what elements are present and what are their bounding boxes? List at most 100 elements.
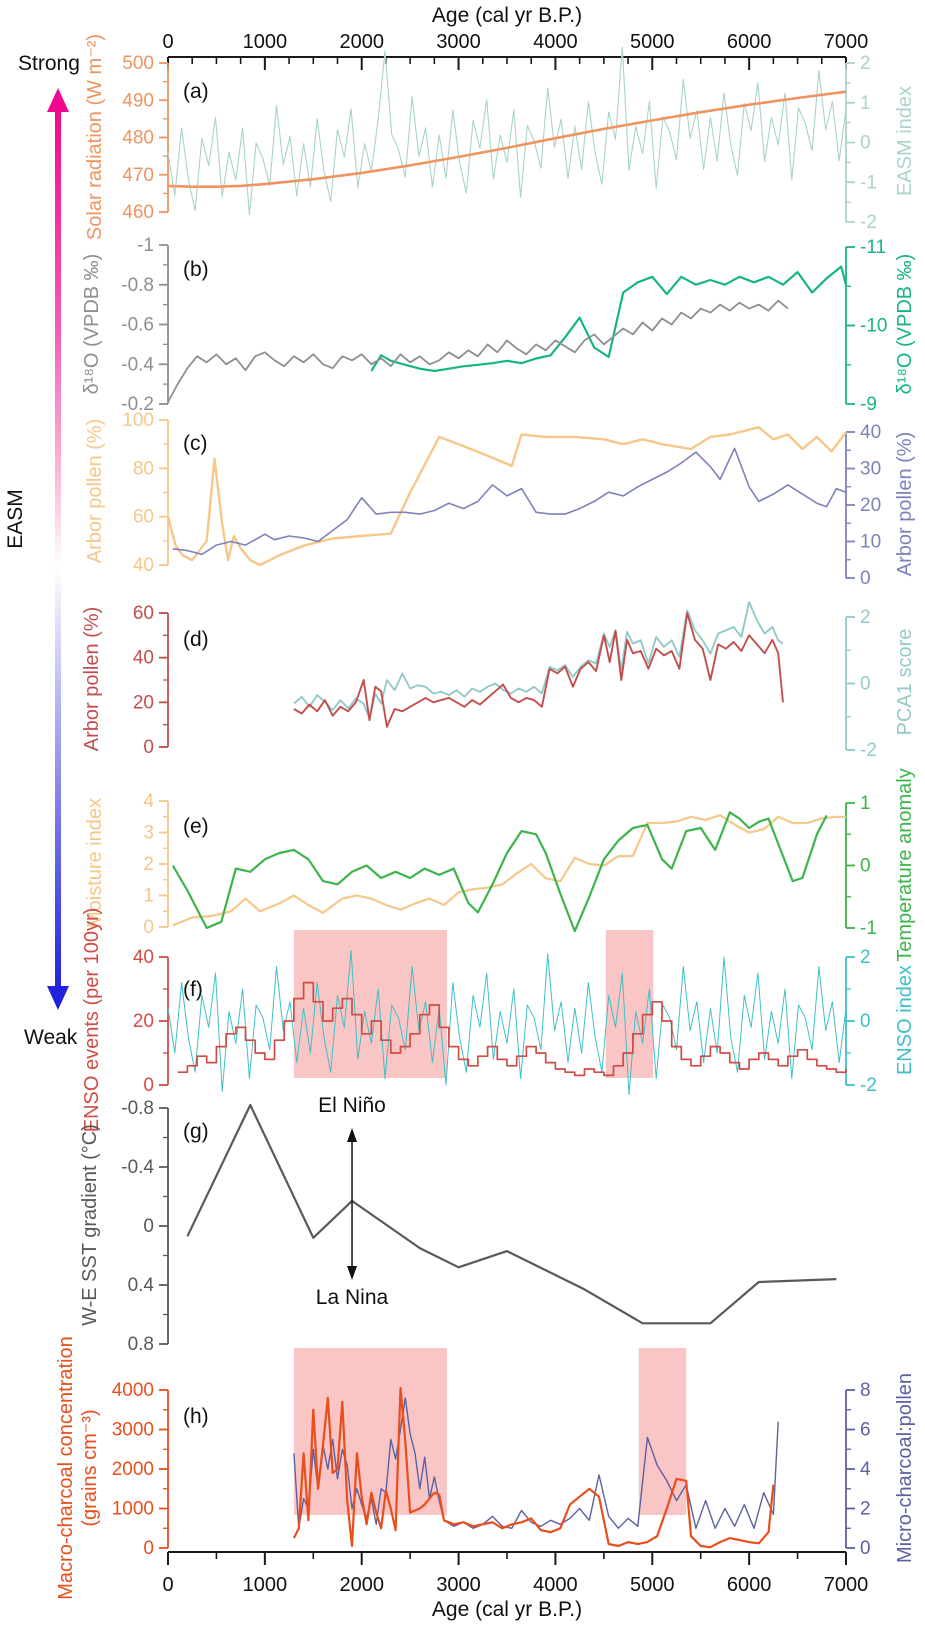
panel-c-left-tick-label: 100 xyxy=(122,410,154,431)
panel-e-left-tick-label: 2 xyxy=(143,854,154,875)
panel-b-left-tick-label: -1 xyxy=(137,235,154,256)
series-c-arbor-pollen-left xyxy=(166,426,847,567)
panel-f-right-tick-label: 0 xyxy=(860,1011,871,1032)
panel-a-left-tick-label: 470 xyxy=(122,165,154,186)
panel-f-right-tick-label: -2 xyxy=(860,1075,877,1096)
panel-d-left-tick-label: 20 xyxy=(133,692,154,713)
panel-d-letter: (d) xyxy=(183,628,209,651)
panel-g-left-tick-label: 0.4 xyxy=(128,1275,155,1296)
panel-h-left-tick-label: 1000 xyxy=(112,1499,154,1520)
panel-c-right-tick-label: 0 xyxy=(860,568,871,589)
panel-b-left-tick-label: -0.6 xyxy=(121,315,154,336)
x-tick-label: 4000 xyxy=(533,1574,578,1596)
panel-h-left-tick-label: 2000 xyxy=(112,1459,154,1480)
panel-a-right-tick-label: 1 xyxy=(860,93,871,114)
top-axis-title: Age (cal yr B.P.) xyxy=(431,4,583,27)
x-tick-label: 7000 xyxy=(824,1574,869,1596)
series-b-d18o-carbonate xyxy=(167,299,789,403)
highlight-band-f xyxy=(293,930,447,1078)
panel-h-right-tick-label: 8 xyxy=(860,1380,871,1401)
series-e-moisture-index xyxy=(172,814,846,927)
panel-e-letter: (e) xyxy=(183,815,209,838)
panel-b-left-tick-label: -0.4 xyxy=(121,354,154,375)
panel-c-left-tick-label: 80 xyxy=(133,458,154,479)
x-tick-label: 2000 xyxy=(339,1574,384,1596)
series-e-temperature-anomaly xyxy=(171,811,828,933)
x-tick-label: 6000 xyxy=(727,31,772,53)
x-tick-label: 7000 xyxy=(824,31,869,53)
panel-h-left-tick-label: 0 xyxy=(143,1538,154,1559)
el-nino-label: El Niño xyxy=(318,1094,386,1117)
easm-strong-label: Strong xyxy=(18,52,80,75)
x-tick-label: 0 xyxy=(162,1574,173,1596)
panel-e-left-tick-label: 3 xyxy=(143,823,154,844)
panel-h-letter: (h) xyxy=(183,1405,209,1428)
panel-d-right-tick-label: 0 xyxy=(860,674,871,695)
series-d-pca1-score xyxy=(293,601,784,720)
x-tick-label: 1000 xyxy=(243,1574,288,1596)
panel-a-letter: (a) xyxy=(183,80,209,103)
panel-f-left-tick-label: 0 xyxy=(143,1075,154,1096)
panel-g-left-tick-label: 0.8 xyxy=(128,1334,154,1355)
x-tick-label: 3000 xyxy=(436,1574,481,1596)
easm-weak-label: Weak xyxy=(24,1026,78,1049)
x-tick-label: 6000 xyxy=(727,1574,772,1596)
panel-f-right-tick-label: 2 xyxy=(860,947,871,968)
series-a-solar-radiation xyxy=(167,90,847,188)
series-h-macro-charcoal-concentration xyxy=(292,1386,775,1549)
easm-arrow-down-icon xyxy=(47,986,69,1010)
x-tick-label: 5000 xyxy=(630,1574,675,1596)
panel-d-left-tick-label: 0 xyxy=(143,737,154,758)
panel-e-right-tick-label: 1 xyxy=(860,793,871,814)
panel-a-left-tick-label: 460 xyxy=(122,202,154,223)
x-tick-label: 5000 xyxy=(630,31,675,53)
x-tick-label: 1000 xyxy=(243,31,288,53)
easm-arrow-shaft xyxy=(55,108,61,988)
panel-g-left-tick-label: -0.8 xyxy=(121,1098,154,1119)
panel-c-right-tick-label: 30 xyxy=(860,459,881,480)
highlight-band-f xyxy=(605,930,654,1078)
panel-b-left-tick-label: -0.8 xyxy=(121,275,154,296)
panel-f-left-tick-label: 20 xyxy=(133,1011,154,1032)
enso-arrow-down-icon xyxy=(347,1266,358,1280)
panel-e-left-tick-label: 0 xyxy=(143,917,154,938)
panel-f-letter: (f) xyxy=(183,978,203,1001)
panel-c-right-tick-label: 20 xyxy=(860,495,881,516)
panel-a-right-tick-label: 0 xyxy=(860,133,871,154)
panel-h-right-tick-label: 2 xyxy=(860,1499,871,1520)
series-a-easm-index xyxy=(167,46,847,216)
panel-a-right-tick-label: -1 xyxy=(860,172,877,193)
panel-d-right-tick-label: -2 xyxy=(860,740,877,761)
panel-c-right-tick-label: 40 xyxy=(860,422,881,443)
panel-h-left-tick-label: 3000 xyxy=(112,1420,154,1441)
panel-e-left-tick-label: 1 xyxy=(143,886,154,907)
panel-h-right-tick-label: 0 xyxy=(860,1538,871,1559)
series-f-enso-events xyxy=(177,981,847,1077)
panel-a-left-tick-label: 480 xyxy=(122,128,154,149)
panel-h-right-tick-label: 6 xyxy=(860,1420,871,1441)
highlight-band-h xyxy=(293,1348,447,1515)
panel-b-right-tick-label: -10 xyxy=(860,316,887,337)
panel-c-left-tick-label: 40 xyxy=(133,555,154,576)
panel-d-right-tick-label: 2 xyxy=(860,607,871,628)
panel-h-right-tick-label: 4 xyxy=(860,1459,871,1480)
panel-g-left-tick-label: -0.4 xyxy=(121,1157,154,1178)
panel-e-right-tick-label: -1 xyxy=(860,918,877,939)
panel-e-left-tick-label: 4 xyxy=(143,791,154,812)
x-tick-label: 4000 xyxy=(533,31,578,53)
series-b-d18o-stalagmite xyxy=(370,265,848,373)
panel-c-letter: (c) xyxy=(183,432,208,455)
panel-b-left-tick-label: -0.2 xyxy=(121,394,154,415)
panel-a-left-tick-label: 490 xyxy=(122,90,154,111)
panel-c-left-tick-label: 60 xyxy=(133,507,154,528)
highlight-band-h xyxy=(638,1348,687,1515)
series-g-w-e-sst-gradient xyxy=(186,1103,837,1325)
panel-a-right-tick-label: -2 xyxy=(860,212,877,233)
x-tick-label: 2000 xyxy=(339,31,384,53)
panel-g-letter: (g) xyxy=(183,1120,209,1143)
easm-arrow-up-icon xyxy=(47,88,69,112)
panel-e-right-tick-label: 0 xyxy=(860,856,871,877)
panel-b-right-tick-label: -9 xyxy=(860,394,877,415)
la-nina-label: La Nina xyxy=(315,1286,389,1309)
